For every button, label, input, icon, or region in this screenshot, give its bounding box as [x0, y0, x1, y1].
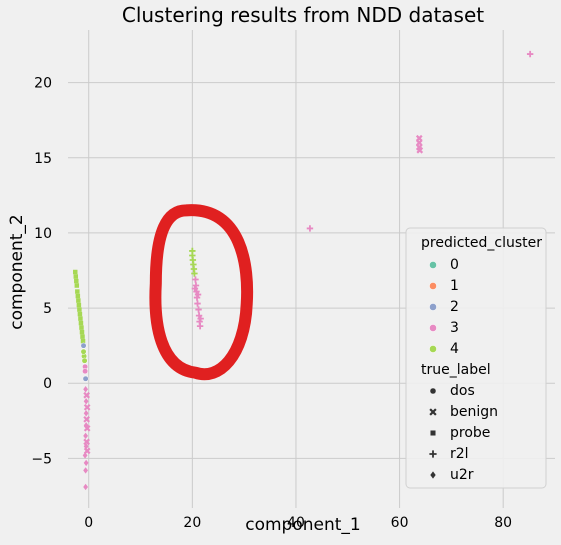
data-point: [76, 298, 81, 303]
legend-marker: [429, 387, 437, 395]
data-points: [73, 50, 534, 491]
legend-entry-label: probe: [450, 425, 490, 441]
data-point: [73, 274, 79, 279]
data-point: [194, 291, 202, 298]
data-point: [82, 368, 89, 375]
data-point: [75, 293, 81, 299]
y-axis-label: component_2: [7, 214, 27, 330]
data-point: [306, 225, 314, 232]
data-point: [75, 289, 80, 294]
data-point: [79, 329, 85, 335]
y-tick-label: 20: [34, 76, 52, 92]
y-tick-label: 0: [43, 376, 52, 392]
legend-marker: [429, 450, 437, 458]
chart-title: Clustering results from NDD dataset: [122, 3, 484, 27]
legend-entry-label: 0: [450, 257, 459, 273]
data-point: [196, 322, 204, 330]
data-point: [82, 375, 89, 382]
legend-marker: [429, 261, 437, 269]
legend-marker: [429, 345, 437, 353]
data-point: [82, 452, 88, 459]
data-point: [191, 270, 198, 277]
legend-box: [405, 227, 547, 489]
data-point: [197, 315, 204, 322]
data-point: [83, 432, 89, 440]
data-point: [192, 276, 199, 283]
legend-marker: [429, 408, 437, 416]
data-point: [73, 269, 78, 275]
data-point: [83, 438, 90, 446]
legend-marker: [430, 430, 436, 436]
data-point: [83, 424, 91, 432]
data-point: [80, 342, 87, 349]
data-point: [83, 386, 89, 393]
legend-hue-title: predicted_cluster: [421, 235, 542, 251]
data-point: [83, 403, 91, 411]
legend-marker: [430, 471, 436, 479]
data-point: [83, 467, 89, 474]
legend-entry-label: benign: [450, 404, 498, 420]
legend-entry-label: 2: [450, 299, 459, 315]
legend-entry-label: r2l: [450, 446, 469, 462]
data-point: [74, 283, 80, 288]
data-point: [83, 447, 91, 455]
y-tick-label: 5: [43, 301, 52, 317]
x-tick-label: 60: [391, 515, 409, 531]
data-point: [83, 398, 89, 405]
x-tick-label: 20: [183, 515, 201, 531]
legend-entry-label: dos: [450, 383, 475, 399]
data-point: [76, 302, 82, 308]
data-point: [83, 415, 90, 423]
data-point: [195, 306, 202, 313]
data-point: [79, 325, 84, 330]
annotation-layer: [149, 204, 254, 381]
legend-entry-label: 4: [450, 341, 459, 357]
data-point: [77, 311, 83, 317]
y-tick-label: 10: [34, 226, 52, 242]
data-point: [78, 320, 84, 326]
data-point: [83, 391, 90, 399]
legend-entry-label: 1: [450, 278, 459, 294]
legend-style-title: true_label: [421, 362, 491, 378]
data-point: [83, 459, 89, 467]
x-axis-label: component_1: [245, 515, 361, 535]
legend-marker: [429, 324, 437, 332]
data-point: [74, 278, 79, 284]
legend-entry-label: u2r: [450, 467, 474, 483]
x-tick-label: 80: [494, 515, 512, 531]
data-point: [83, 483, 89, 491]
x-tick-label: 0: [84, 515, 93, 531]
x-tick-label: 40: [287, 515, 305, 531]
data-point: [77, 307, 82, 312]
y-tick-label: −5: [31, 451, 52, 467]
legend-marker: [429, 282, 437, 290]
data-point: [80, 348, 87, 355]
data-point: [416, 146, 424, 154]
legend-marker: [429, 303, 437, 311]
data-point: [83, 410, 89, 417]
data-point: [81, 357, 88, 364]
data-point: [191, 285, 199, 292]
data-point: [80, 334, 85, 339]
freehand-circle-annotation: [149, 204, 254, 381]
data-point: [80, 338, 86, 344]
data-point: [78, 316, 83, 321]
data-point: [526, 50, 534, 58]
data-point: [194, 300, 201, 307]
legend-entry-label: 3: [450, 320, 459, 336]
y-tick-label: 15: [34, 151, 52, 167]
